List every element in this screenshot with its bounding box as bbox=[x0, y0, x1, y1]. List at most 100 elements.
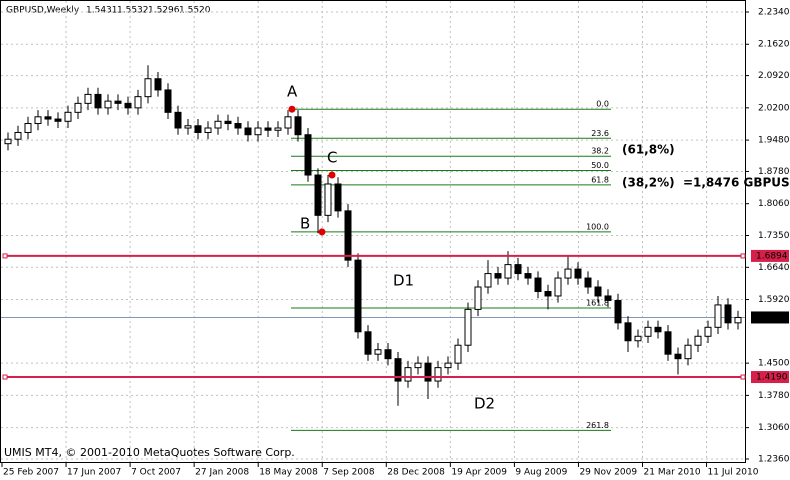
fib-label: 61.8 bbox=[591, 175, 609, 184]
candle-body bbox=[474, 286, 482, 310]
x-tick-label: 29 Nov 2009 bbox=[579, 468, 637, 478]
candle-body bbox=[334, 183, 342, 212]
candle-body bbox=[374, 349, 382, 355]
fib-label: 0.0 bbox=[596, 100, 609, 109]
candle-body bbox=[524, 273, 532, 279]
candle-body bbox=[354, 259, 362, 333]
y-tick-label: 1.9480 bbox=[758, 136, 790, 146]
candle-body bbox=[634, 335, 642, 342]
candle-body bbox=[224, 120, 232, 125]
y-tick-label: 2.0920 bbox=[758, 71, 790, 81]
y-tick-label: 1.8060 bbox=[758, 199, 790, 209]
candle-body bbox=[274, 127, 282, 131]
y-tick-label: 1.2360 bbox=[758, 455, 790, 465]
y-tick-label: 1.8780 bbox=[758, 167, 790, 177]
candle-body bbox=[534, 277, 542, 292]
candle-body bbox=[664, 331, 672, 355]
candle-body bbox=[214, 120, 222, 129]
candle-body bbox=[574, 268, 582, 279]
candle-body bbox=[444, 362, 452, 369]
plot-frame bbox=[0, 0, 746, 463]
y-tick-label: 2.1620 bbox=[758, 40, 790, 50]
level-handle bbox=[2, 253, 8, 259]
candle-body bbox=[244, 127, 252, 136]
candle-body bbox=[624, 322, 632, 342]
fib-label: 50.0 bbox=[591, 161, 609, 170]
annotation: D2 bbox=[474, 395, 495, 413]
candle-body bbox=[34, 116, 42, 125]
candle-body bbox=[114, 100, 122, 104]
header-value: 1.5520 bbox=[179, 6, 211, 16]
x-tick-label: 11 Jul 2010 bbox=[708, 468, 759, 478]
y-tick-label: 1.7350 bbox=[758, 231, 790, 241]
fib-label: 23.6 bbox=[591, 129, 609, 138]
candle-body bbox=[564, 268, 572, 279]
x-tick-label: 18 May 2008 bbox=[259, 468, 318, 478]
wave-label: C bbox=[327, 149, 337, 167]
level-label: 1.6894 bbox=[756, 251, 788, 261]
candle-body bbox=[134, 96, 142, 109]
candle-body bbox=[284, 116, 292, 129]
candle-body bbox=[64, 111, 72, 122]
candle-body bbox=[314, 174, 322, 216]
candle-body bbox=[674, 353, 682, 360]
candle-body bbox=[724, 304, 732, 324]
candle-body bbox=[384, 349, 392, 360]
level-label: 1.4190 bbox=[756, 373, 788, 383]
x-tick-label: 28 Dec 2008 bbox=[387, 468, 445, 478]
wave-label: B bbox=[300, 214, 310, 232]
candle-body bbox=[714, 304, 722, 328]
candle-body bbox=[324, 183, 332, 216]
wave-point bbox=[318, 228, 326, 236]
y-tick-label: 1.6640 bbox=[758, 263, 790, 273]
price-box bbox=[751, 311, 789, 324]
candle-body bbox=[204, 127, 212, 133]
candle-body bbox=[4, 138, 12, 145]
x-tick-label: 9 Aug 2009 bbox=[515, 468, 567, 478]
annotation: (61,8%) bbox=[622, 143, 675, 157]
candle-body bbox=[424, 362, 432, 382]
header-value: 1.5431 bbox=[86, 6, 118, 16]
level-handle bbox=[2, 374, 8, 380]
y-tick-label: 1.3060 bbox=[758, 423, 790, 433]
candle-body bbox=[174, 111, 182, 129]
fib-label: 161.8 bbox=[586, 299, 609, 308]
x-tick-label: 17 Jun 2007 bbox=[67, 468, 121, 478]
candle-body bbox=[194, 125, 202, 133]
candle-body bbox=[394, 358, 402, 382]
y-tick-label: 1.5920 bbox=[758, 295, 790, 305]
candle-body bbox=[454, 344, 462, 364]
price-label: 1.5520 bbox=[756, 313, 788, 323]
x-tick-label: 27 Jan 2008 bbox=[195, 468, 249, 478]
candle-body bbox=[364, 331, 372, 355]
candle-body bbox=[484, 273, 492, 288]
candle-body bbox=[514, 264, 522, 275]
level-handle bbox=[740, 374, 746, 380]
level-handle bbox=[740, 253, 746, 259]
wave-label: A bbox=[287, 83, 298, 101]
candle-body bbox=[604, 295, 612, 301]
candle-body bbox=[644, 326, 652, 337]
candle-body bbox=[254, 127, 262, 136]
x-tick-label: 19 Apr 2009 bbox=[451, 468, 507, 478]
candle-body bbox=[504, 264, 512, 279]
candle-body bbox=[654, 326, 662, 333]
y-tick-label: 1.4500 bbox=[758, 359, 790, 369]
y-tick-label: 2.0200 bbox=[758, 103, 790, 113]
candle-body bbox=[464, 308, 472, 346]
candle-body bbox=[594, 286, 602, 297]
header-value: 1.5532 bbox=[117, 6, 149, 16]
candle-body bbox=[264, 127, 272, 131]
y-tick-label: 1.3780 bbox=[758, 391, 790, 401]
y-tick-label: 2.2340 bbox=[758, 8, 790, 18]
candle-body bbox=[344, 210, 352, 261]
candle-body bbox=[404, 367, 412, 382]
candle-body bbox=[294, 116, 302, 136]
candle-body bbox=[94, 93, 102, 109]
candle-body bbox=[684, 344, 692, 360]
annotation: D1 bbox=[393, 272, 414, 290]
x-tick-label: 7 Sep 2008 bbox=[323, 468, 375, 478]
candle-body bbox=[24, 123, 32, 133]
candle-body bbox=[234, 123, 242, 129]
